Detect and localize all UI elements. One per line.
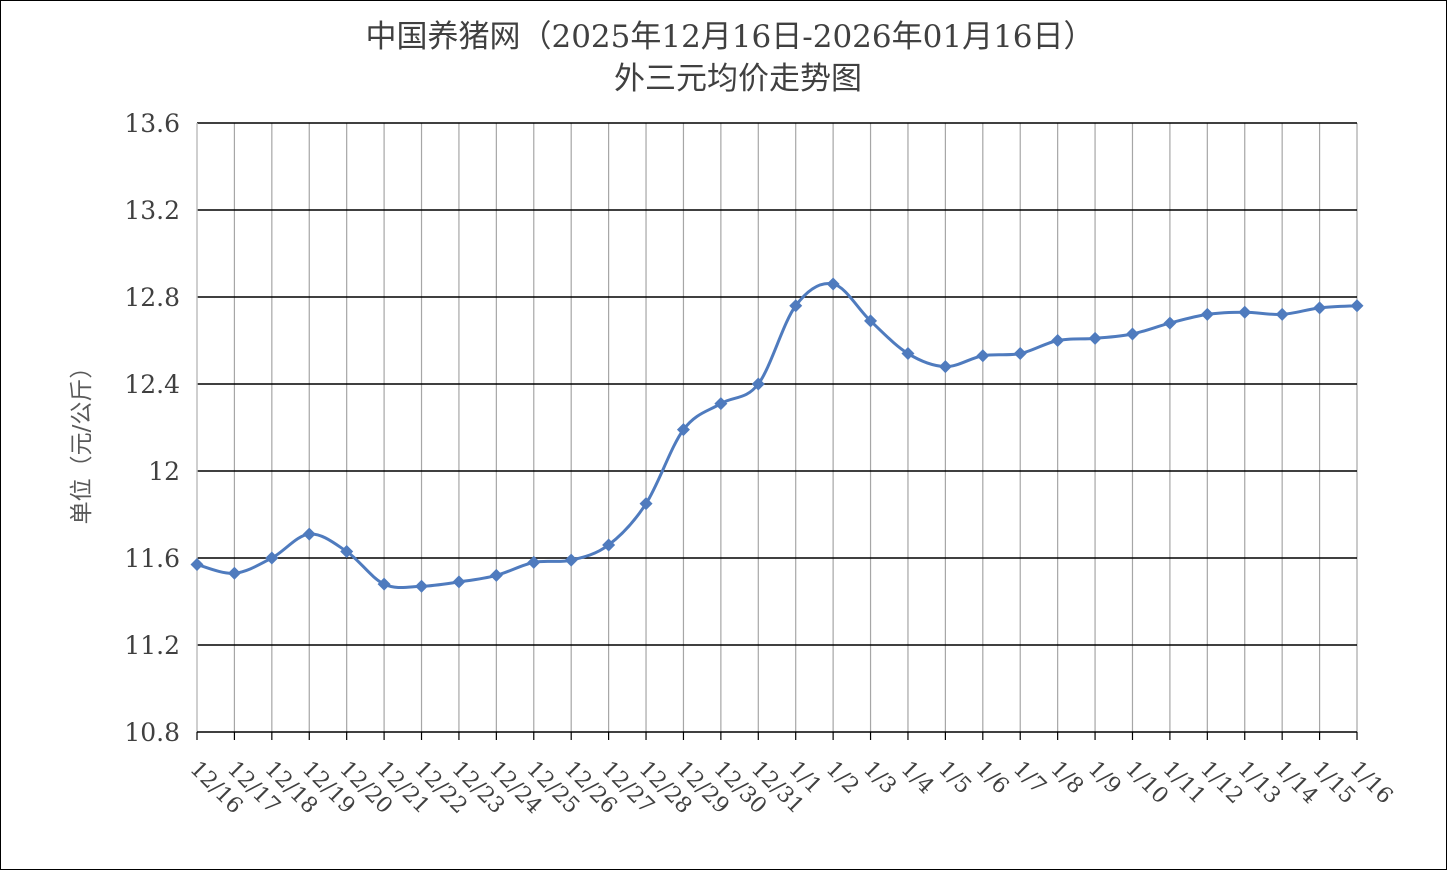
data-point-marker: [564, 553, 578, 567]
x-tick-label: 1/10: [1120, 757, 1173, 810]
data-point-marker: [639, 497, 653, 511]
data-point-marker: [227, 566, 241, 580]
data-point-marker: [340, 544, 354, 558]
x-tick-label: 1/2: [821, 757, 864, 800]
data-point-marker: [1163, 316, 1177, 330]
data-point-marker: [676, 423, 690, 437]
y-tick-label: 13.2: [124, 196, 180, 225]
gridlines: [197, 122, 1358, 732]
data-point-marker: [714, 397, 728, 411]
y-tick-label: 10.8: [124, 718, 180, 747]
x-tick-label: 1/8: [1045, 757, 1088, 800]
y-tick-label: 11.2: [124, 631, 180, 660]
x-tick-labels: 12/1612/1712/1812/1912/2012/2112/2212/23…: [185, 757, 1398, 820]
y-tick-label: 11.6: [124, 544, 180, 573]
data-point-marker: [1238, 305, 1252, 319]
y-tick-label: 12.4: [124, 370, 180, 399]
chart-title-line1: 中国养猪网（2025年12月16日-2026年01月16日）: [365, 19, 1094, 55]
data-point-marker: [789, 299, 803, 313]
data-point-marker: [1200, 307, 1214, 321]
data-point-marker: [1350, 299, 1364, 313]
data-point-marker: [1088, 331, 1102, 345]
data-point-marker: [1013, 347, 1027, 361]
y-tick-labels: 10.8 11.2 11.6 12 12.4 12.8 13.2 13.6: [124, 109, 180, 747]
data-point-marker: [527, 555, 541, 569]
data-point-marker: [265, 551, 279, 565]
data-point-marker: [190, 558, 204, 572]
data-point-marker: [377, 577, 391, 591]
data-point-marker: [976, 349, 990, 363]
axes: [196, 123, 1358, 740]
y-axis-label: 单位（元/公斤）: [69, 356, 95, 525]
data-point-marker: [489, 568, 503, 582]
x-tick-label: 1/7: [1008, 757, 1051, 800]
series-price: [190, 277, 1364, 593]
data-point-marker: [602, 538, 616, 552]
data-point-marker: [864, 314, 878, 328]
data-point-marker: [938, 360, 952, 374]
x-tick-label: 1/3: [858, 757, 901, 800]
x-tick-label: 1/5: [933, 757, 976, 800]
data-point-marker: [826, 277, 840, 291]
data-point-marker: [302, 527, 316, 541]
y-tick-label: 13.6: [124, 109, 180, 138]
x-tick-label: 1/9: [1083, 757, 1126, 800]
data-point-marker: [1275, 307, 1289, 321]
y-tick-label: 12: [148, 457, 180, 486]
data-point-marker: [1125, 327, 1139, 341]
series-line: [196, 281, 1358, 589]
x-tick-label: 1/4: [896, 757, 939, 800]
chart-title-line2: 外三元均价走势图: [614, 61, 862, 97]
data-point-marker: [751, 377, 765, 391]
y-tick-label: 12.8: [124, 283, 180, 312]
data-point-marker: [415, 579, 429, 593]
data-point-marker: [452, 575, 466, 589]
data-point-marker: [901, 347, 915, 361]
data-point-marker: [1051, 334, 1065, 347]
x-tick-label: 1/6: [971, 757, 1014, 800]
data-point-marker: [1313, 301, 1327, 315]
